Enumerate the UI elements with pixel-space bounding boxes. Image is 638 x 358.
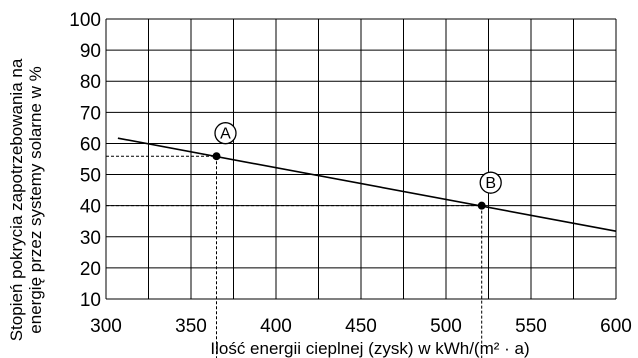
x-tick-label: 450	[345, 316, 377, 337]
grid	[105, 18, 617, 300]
guide-lines	[106, 155, 483, 358]
point-a-label-circle	[214, 122, 237, 145]
x-tick-label: 600	[600, 316, 632, 337]
tick-labels: 10 20 30 40 50 60 70 80 90 100 300 350 400 450 500 550 6…	[69, 10, 632, 337]
x-tick-label: 300	[90, 316, 122, 337]
y-axis-label-line-2: energię przez systemy solarne w %	[26, 66, 45, 333]
point-b-label: B	[485, 175, 496, 192]
series-line	[117, 137, 617, 232]
series	[117, 137, 617, 232]
y-tick-label: 50	[80, 166, 101, 187]
y-tick-label: 40	[80, 197, 101, 218]
x-tick-label: 400	[260, 316, 292, 337]
x-tick-label: 350	[175, 316, 207, 337]
point-a-marker	[212, 152, 221, 161]
point-a-label: A	[220, 126, 231, 143]
x-tick-label: 500	[430, 316, 462, 337]
y-tick-label: 90	[80, 41, 101, 62]
y-tick-label: 80	[80, 72, 101, 93]
y-tick-label: 60	[80, 134, 101, 155]
y-tick-label: 20	[80, 259, 101, 280]
y-axis-label-line-1: Stopień pokrycia zapotrzebowania na	[7, 58, 26, 341]
y-axis-label: Stopień pokrycia zapotrzebowania na ener…	[7, 58, 45, 341]
x-tick-label: 550	[515, 316, 547, 337]
points: AB	[212, 122, 502, 210]
point-b-marker	[477, 201, 486, 210]
y-tick-label: 10	[80, 290, 101, 311]
y-tick-label: 70	[80, 103, 101, 124]
point-b-label-circle	[479, 171, 502, 194]
x-axis-label: Ilość energii cieplnej (zysk) w kWh/(m² …	[210, 339, 529, 358]
y-tick-label: 30	[80, 228, 101, 249]
y-tick-label: 100	[69, 10, 101, 31]
